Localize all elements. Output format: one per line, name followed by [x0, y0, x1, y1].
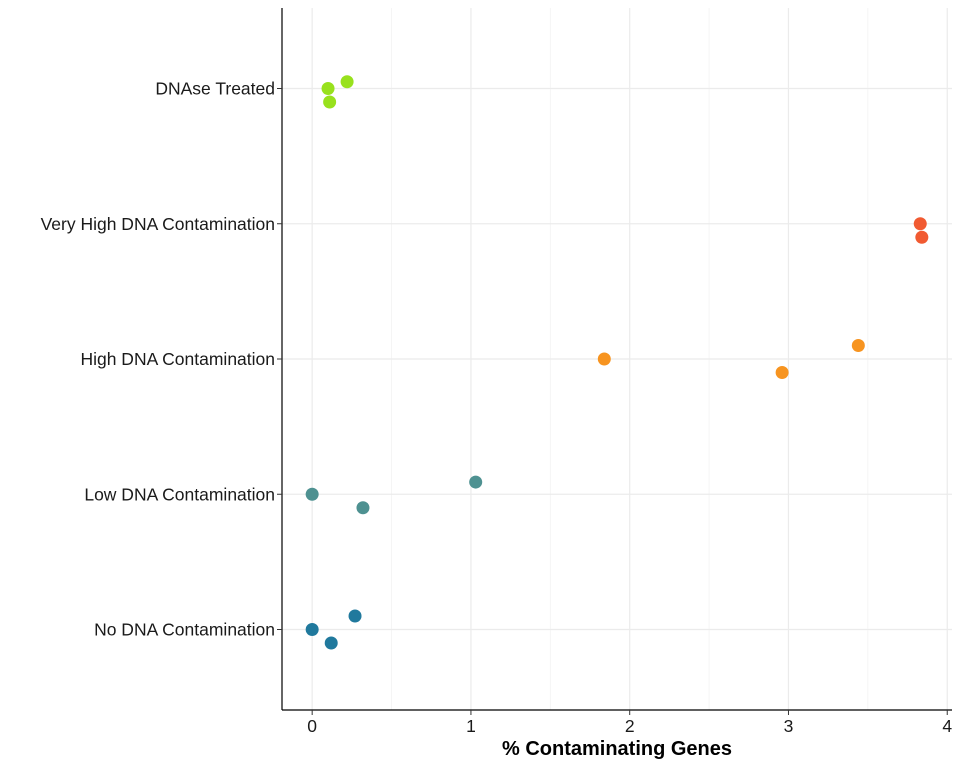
x-tick-label: 4 [942, 716, 952, 736]
x-axis-title: % Contaminating Genes [502, 738, 732, 760]
data-point [324, 636, 338, 650]
data-points [305, 75, 929, 650]
y-category-label: No DNA Contamination [94, 620, 275, 640]
data-point [469, 475, 483, 489]
y-category-label: Very High DNA Contamination [41, 214, 275, 234]
y-category-label: Low DNA Contamination [84, 484, 275, 504]
x-tick-label: 0 [307, 716, 317, 736]
data-point [356, 501, 370, 515]
data-point [775, 366, 789, 380]
data-point [305, 623, 319, 636]
x-tick-label: 3 [784, 716, 794, 736]
y-category-label: DNAse Treated [155, 79, 275, 99]
data-point [597, 352, 611, 366]
data-point [340, 75, 354, 89]
data-point [915, 230, 929, 244]
data-point [913, 217, 927, 231]
x-tick-label: 2 [625, 716, 635, 736]
data-point [321, 82, 335, 95]
data-point [323, 95, 337, 109]
y-category-label: High DNA Contamination [80, 349, 275, 369]
x-tick-label: 1 [466, 716, 476, 736]
grid [282, 8, 952, 710]
data-point [348, 609, 362, 623]
data-point [851, 338, 865, 352]
data-point [305, 487, 319, 501]
axes: 0 1 2 3 4 No DNA Contamination Low DNA Contami… [41, 8, 952, 736]
